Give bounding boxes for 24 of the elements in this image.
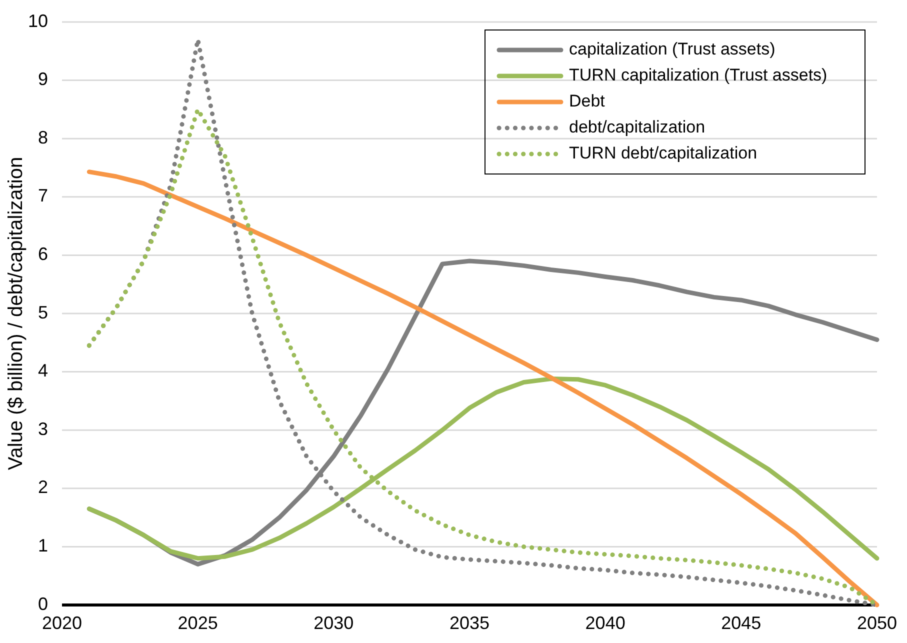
x-tick-label: 2040: [585, 613, 626, 633]
y-tick-label: 4: [38, 360, 48, 381]
y-tick-label: 9: [38, 69, 48, 90]
x-tick-label: 2035: [449, 613, 490, 633]
y-tick-label: 10: [28, 10, 48, 31]
legend-label: TURN capitalization (Trust assets): [569, 65, 828, 84]
y-tick-label: 6: [38, 244, 48, 264]
y-tick-label: 8: [38, 127, 48, 148]
y-axis-title: Value ($ billion) / debt/capitalization: [5, 156, 27, 470]
legend-label: capitalization (Trust assets): [569, 39, 776, 58]
y-tick-label: 1: [38, 535, 48, 556]
legend-label: TURN debt/capitalization: [569, 143, 758, 162]
x-tick-label: 2050: [856, 613, 898, 633]
x-tick-label: 2020: [42, 613, 82, 633]
y-tick-label: 2: [38, 477, 48, 498]
y-tick-label: 0: [38, 594, 48, 614]
y-tick-label: 7: [38, 186, 48, 206]
y-tick-label: 5: [38, 302, 48, 322]
x-tick-label: 2045: [721, 613, 762, 633]
y-tick-label: 3: [38, 418, 48, 439]
legend-label: Debt: [569, 91, 606, 110]
legend-label: debt/capitalization: [569, 117, 706, 136]
x-tick-label: 2030: [314, 613, 354, 633]
x-tick-label: 2025: [178, 613, 218, 633]
